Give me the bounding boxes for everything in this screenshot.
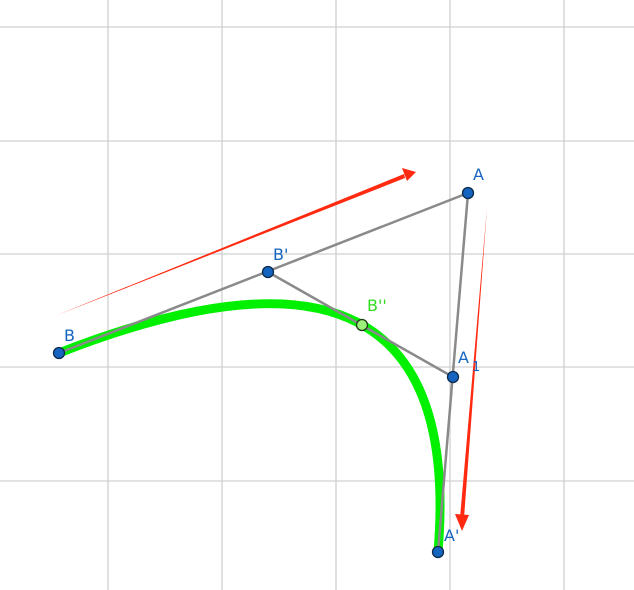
vector-arrow-1[interactable]	[55, 174, 405, 316]
vector-arrow-2[interactable]	[460, 208, 487, 518]
point-B[interactable]	[52, 346, 66, 360]
points	[52, 186, 475, 559]
label-A1-subscript: 1	[472, 360, 480, 375]
point-A[interactable]	[461, 186, 475, 200]
vectors	[55, 168, 487, 531]
arrowhead-1	[402, 168, 416, 181]
point-A-prime[interactable]	[431, 545, 445, 559]
point-B-double-prime[interactable]	[355, 318, 369, 332]
label-B-double-prime: B''	[367, 296, 387, 315]
labels: B B' A A1 A' B''	[64, 165, 484, 545]
label-A1: A1	[458, 348, 480, 375]
point-A1[interactable]	[446, 370, 460, 384]
label-B-prime: B'	[273, 245, 288, 264]
label-B: B	[64, 326, 75, 345]
label-A: A	[473, 165, 484, 184]
bezier-curve[interactable]	[54, 299, 445, 557]
label-A1-main: A	[458, 348, 469, 367]
label-A-prime: A'	[444, 526, 459, 545]
arrowhead-2	[455, 514, 469, 531]
point-B-prime[interactable]	[261, 265, 275, 279]
